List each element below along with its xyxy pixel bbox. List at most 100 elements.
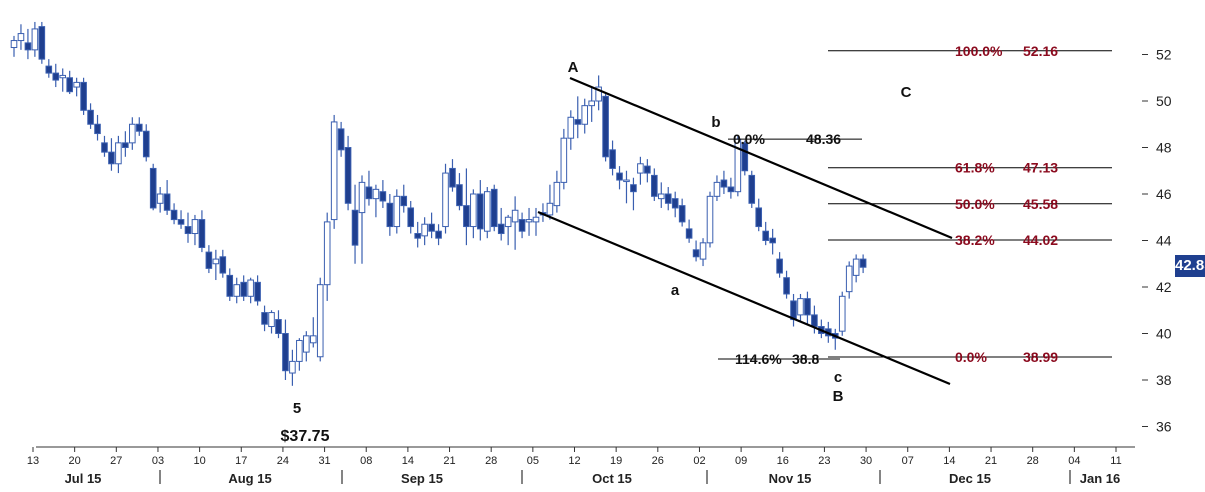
- bull-candle: [797, 298, 804, 316]
- bull-candle: [303, 335, 310, 353]
- bull-candle: [845, 265, 853, 293]
- bear-candle: [45, 65, 53, 74]
- bear-candle: [449, 167, 456, 188]
- candles-layer: [10, 21, 867, 386]
- bull-candle: [442, 172, 449, 228]
- x-day-label: 26: [652, 455, 664, 467]
- bear-candle: [198, 219, 206, 248]
- x-month-label: Oct 15: [592, 471, 632, 486]
- bear-candle: [379, 191, 387, 202]
- bull-candle: [372, 188, 380, 200]
- bear-candle: [122, 142, 129, 149]
- bear-candle: [720, 179, 728, 188]
- bull-candle: [581, 105, 589, 125]
- bear-candle: [602, 95, 609, 158]
- bull-candle: [316, 284, 324, 358]
- bear-candle: [518, 219, 526, 232]
- bear-candle: [456, 184, 463, 207]
- bear-candle: [776, 258, 783, 274]
- wave-label-B: B: [833, 388, 844, 405]
- y-tick-label: 46: [1156, 186, 1172, 202]
- x-day-label: 16: [777, 455, 789, 467]
- x-day-label: 09: [735, 455, 747, 467]
- bear-candle: [414, 233, 421, 239]
- bear-candle: [741, 142, 749, 172]
- bull-candle: [623, 179, 630, 183]
- wave-label-A: A: [568, 59, 579, 76]
- x-month-label: Aug 15: [228, 471, 271, 486]
- bear-candle: [80, 81, 87, 111]
- bull-candle: [560, 137, 568, 183]
- bear-candle: [94, 123, 101, 135]
- bear-candle: [337, 128, 345, 151]
- x-day-label: 05: [527, 455, 539, 467]
- bear-candle: [664, 193, 672, 204]
- bull-candle: [358, 181, 366, 214]
- bull-candle: [156, 193, 164, 204]
- bear-candle: [859, 258, 867, 268]
- x-day-label: 03: [152, 455, 164, 467]
- bear-candle: [400, 195, 408, 207]
- x-day-label: 28: [1027, 455, 1039, 467]
- wave-labels-layer: Ab a cB C 5 $37.75: [281, 59, 912, 445]
- bull-candle: [511, 209, 519, 223]
- fib-level-pct: 0.0%: [955, 349, 987, 365]
- fib-top-pct: 0.0%: [733, 131, 765, 147]
- low-price-label: $37.75: [281, 428, 330, 445]
- bear-candle: [219, 256, 227, 274]
- bull-candle: [525, 219, 533, 223]
- bull-candle: [268, 312, 275, 328]
- y-tick-label: 44: [1156, 233, 1172, 249]
- bear-candle: [205, 251, 213, 269]
- x-day-label: 10: [193, 455, 205, 467]
- y-tick-label: 40: [1156, 326, 1172, 342]
- fib-level-value: 52.16: [1023, 43, 1058, 59]
- bear-candle: [52, 72, 60, 81]
- bull-candle: [115, 142, 122, 165]
- bull-candle: [10, 40, 18, 49]
- y-tick-label: 52: [1156, 47, 1172, 63]
- channel-lower-line: [537, 210, 951, 386]
- fib-ext-value: 38.8: [792, 351, 819, 367]
- fib-level-pct: 100.0%: [955, 43, 1003, 59]
- bull-candle: [595, 86, 602, 102]
- bear-candle: [804, 298, 811, 316]
- wave-label-a: a: [671, 282, 680, 299]
- bear-candle: [762, 230, 769, 241]
- wave-label-C: C: [901, 84, 912, 101]
- bear-candle: [811, 314, 818, 328]
- bear-candle: [692, 249, 700, 258]
- fib-level-pct: 38.2%: [955, 232, 995, 248]
- bull-candle: [421, 223, 428, 237]
- x-day-label: 14: [402, 455, 414, 467]
- bull-candle: [31, 28, 39, 51]
- x-day-label: 14: [943, 455, 955, 467]
- bear-candle: [727, 186, 735, 193]
- channel-layer: [537, 76, 953, 386]
- bear-candle: [428, 223, 435, 232]
- bull-candle: [330, 121, 338, 221]
- x-month-label: Jul 15: [65, 471, 102, 486]
- bull-candle: [393, 195, 401, 228]
- x-day-label: 30: [860, 455, 872, 467]
- x-day-label: 19: [610, 455, 622, 467]
- bear-candle: [685, 228, 693, 239]
- x-month-label: Sep 15: [401, 471, 443, 486]
- x-day-label: 20: [69, 455, 81, 467]
- fib-ext-pct: 114.6%: [735, 351, 782, 367]
- bear-candle: [407, 207, 415, 228]
- bear-candle: [678, 205, 686, 223]
- bull-candle: [17, 33, 25, 42]
- x-day-label: 08: [360, 455, 372, 467]
- bull-candle: [289, 360, 296, 374]
- bear-candle: [184, 226, 192, 235]
- bull-candle: [233, 284, 241, 297]
- x-day-label: 02: [693, 455, 705, 467]
- bull-candle: [191, 219, 199, 235]
- x-day-label: 04: [1068, 455, 1080, 467]
- fib-level-value: 44.02: [1023, 232, 1058, 248]
- bear-candle: [101, 142, 108, 153]
- bull-candle: [247, 279, 254, 297]
